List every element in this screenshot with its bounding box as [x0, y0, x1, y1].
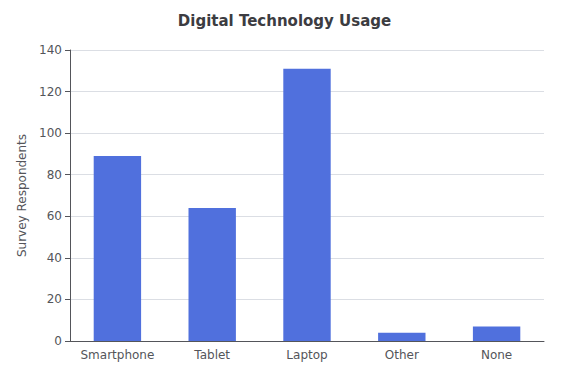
svg-text:80: 80	[47, 168, 62, 182]
svg-text:Laptop: Laptop	[286, 348, 327, 362]
svg-text:Digital Technology Usage: Digital Technology Usage	[178, 12, 391, 30]
svg-text:120: 120	[39, 85, 62, 99]
svg-text:Survey Respondents: Survey Respondents	[15, 134, 29, 257]
svg-text:60: 60	[47, 209, 62, 223]
svg-text:None: None	[481, 348, 512, 362]
svg-text:100: 100	[39, 126, 62, 140]
svg-text:40: 40	[47, 251, 62, 265]
svg-text:Other: Other	[385, 348, 419, 362]
svg-text:Tablet: Tablet	[193, 348, 230, 362]
svg-text:Smartphone: Smartphone	[80, 348, 154, 362]
svg-text:0: 0	[54, 334, 62, 348]
svg-text:140: 140	[39, 43, 62, 57]
svg-text:20: 20	[47, 292, 62, 306]
